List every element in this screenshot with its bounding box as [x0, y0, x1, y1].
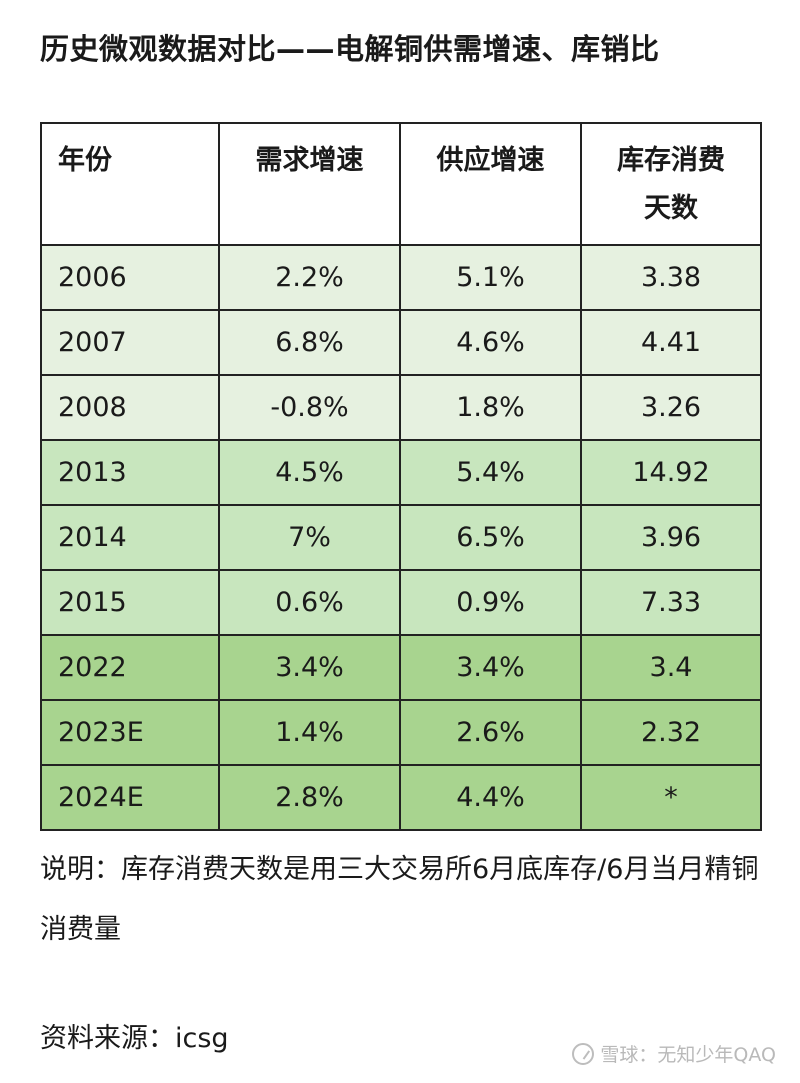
table-row: 2023E 1.4% 2.6% 2.32 — [40, 699, 762, 766]
cell-supply-growth: 6.5% — [399, 504, 582, 571]
data-table: 年份 需求增速 供应增速 库存消费天数 2006 2.2% 5.1% 3.38 2007… — [40, 122, 762, 831]
header-inventory-days-label: 库存消费天数 — [617, 145, 725, 224]
cell-demand-growth: 4.5% — [218, 439, 401, 506]
cell-inventory-days: 2.32 — [580, 699, 762, 766]
cell-inventory-days: * — [580, 764, 762, 831]
table-row: 2006 2.2% 5.1% 3.38 — [40, 244, 762, 311]
cell-supply-growth: 4.6% — [399, 309, 582, 376]
page-title: 历史微观数据对比——电解铜供需增速、库销比 — [40, 32, 660, 66]
cell-inventory-days: 4.41 — [580, 309, 762, 376]
cell-demand-growth: -0.8% — [218, 374, 401, 441]
cell-demand-growth: 6.8% — [218, 309, 401, 376]
cell-inventory-days: 3.4 — [580, 634, 762, 701]
cell-year: 2022 — [40, 634, 220, 701]
watermark: 雪球：无知少年QAQ — [572, 1040, 776, 1067]
cell-supply-growth: 3.4% — [399, 634, 582, 701]
snowball-logo-icon — [572, 1042, 595, 1065]
cell-supply-growth: 5.1% — [399, 244, 582, 311]
cell-year: 2007 — [40, 309, 220, 376]
cell-inventory-days: 3.26 — [580, 374, 762, 441]
table-row: 2014 7% 6.5% 3.96 — [40, 504, 762, 571]
cell-year: 2023E — [40, 699, 220, 766]
cell-demand-growth: 3.4% — [218, 634, 401, 701]
header-supply-growth: 供应增速 — [399, 122, 582, 246]
watermark-text: 雪球：无知少年QAQ — [600, 1044, 776, 1066]
footnote: 说明：库存消费天数是用三大交易所6月底库存/6月当月精铜消费量 — [40, 854, 759, 945]
cell-supply-growth: 2.6% — [399, 699, 582, 766]
table-header-row: 年份 需求增速 供应增速 库存消费天数 — [40, 122, 762, 246]
cell-inventory-days: 7.33 — [580, 569, 762, 636]
cell-supply-growth: 0.9% — [399, 569, 582, 636]
cell-inventory-days: 3.96 — [580, 504, 762, 571]
header-inventory-days: 库存消费天数 — [580, 122, 762, 246]
cell-demand-growth: 0.6% — [218, 569, 401, 636]
cell-demand-growth: 1.4% — [218, 699, 401, 766]
cell-inventory-days: 3.38 — [580, 244, 762, 311]
cell-year: 2006 — [40, 244, 220, 311]
cell-supply-growth: 1.8% — [399, 374, 582, 441]
cell-year: 2014 — [40, 504, 220, 571]
header-demand-growth: 需求增速 — [218, 122, 401, 246]
table-row: 2022 3.4% 3.4% 3.4 — [40, 634, 762, 701]
table-row: 2007 6.8% 4.6% 4.41 — [40, 309, 762, 376]
cell-inventory-days: 14.92 — [580, 439, 762, 506]
source-line: 资料来源：icsg — [40, 1023, 229, 1054]
cell-demand-growth: 7% — [218, 504, 401, 571]
table-row: 2013 4.5% 5.4% 14.92 — [40, 439, 762, 506]
table-row: 2008 -0.8% 1.8% 3.26 — [40, 374, 762, 441]
table-row: 2015 0.6% 0.9% 7.33 — [40, 569, 762, 636]
header-year: 年份 — [40, 122, 220, 246]
cell-demand-growth: 2.8% — [218, 764, 401, 831]
table-row: 2024E 2.8% 4.4% * — [40, 764, 762, 831]
cell-year: 2015 — [40, 569, 220, 636]
cell-supply-growth: 5.4% — [399, 439, 582, 506]
cell-demand-growth: 2.2% — [218, 244, 401, 311]
cell-year: 2008 — [40, 374, 220, 441]
cell-year: 2024E — [40, 764, 220, 831]
cell-year: 2013 — [40, 439, 220, 506]
table-body: 2006 2.2% 5.1% 3.38 2007 6.8% 4.6% 4.41 2008 -0.8… — [40, 244, 762, 831]
cell-supply-growth: 4.4% — [399, 764, 582, 831]
